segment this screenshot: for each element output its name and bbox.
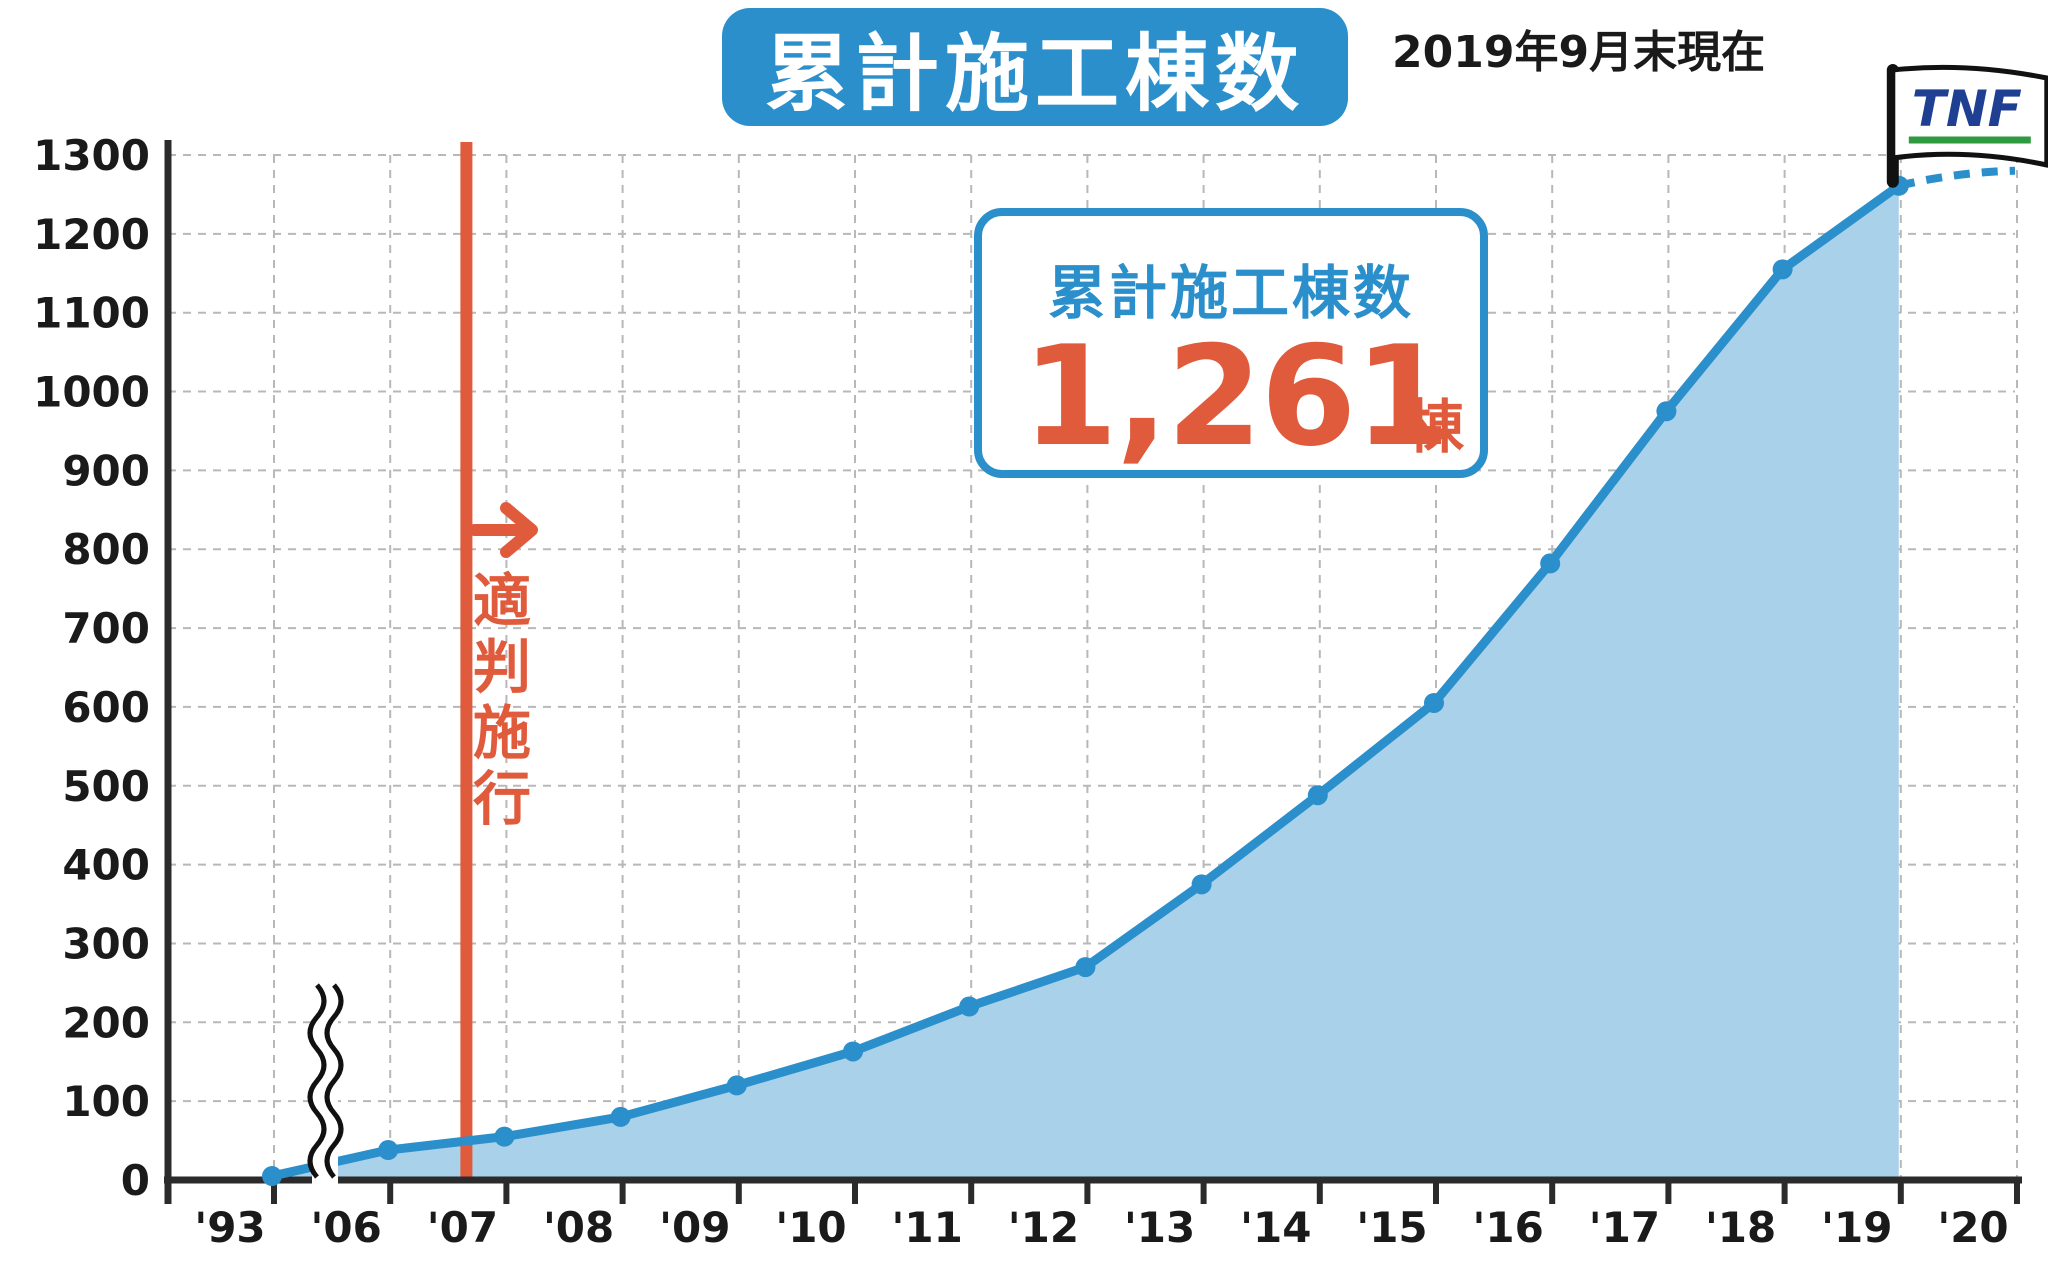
law-label-char: 判 [472, 633, 531, 701]
y-tick-label: 1200 [33, 210, 150, 259]
law-label-char: 施 [472, 699, 531, 767]
y-tick-label: 400 [62, 841, 150, 890]
x-tick-label: '15 [1356, 1203, 1427, 1252]
law-enforcement-label: 適 判 施 行 [470, 568, 534, 832]
x-tick-label: '17 [1589, 1203, 1660, 1252]
data-point [726, 1075, 747, 1096]
callout-value: 1,261 [1022, 316, 1451, 477]
right-arrow-icon [470, 502, 538, 558]
y-tick-label: 900 [62, 446, 150, 495]
law-label-char: 行 [472, 765, 531, 833]
x-tick-label: '14 [1240, 1203, 1311, 1252]
data-point [1772, 259, 1793, 280]
title-banner: 累計施工棟数 [722, 8, 1348, 126]
x-tick-label: '10 [775, 1203, 846, 1252]
logo-text: TNF [1912, 80, 2022, 138]
data-point [262, 1166, 282, 1187]
x-tick-label: '07 [427, 1203, 498, 1252]
x-tick-label: '93 [194, 1203, 265, 1252]
x-tick-label: '19 [1821, 1203, 1892, 1252]
x-tick-label: '09 [659, 1203, 730, 1252]
y-tick-label: 1000 [33, 368, 150, 417]
axis-break-icon [307, 983, 327, 1179]
y-tick-label: 1100 [33, 289, 150, 338]
x-tick-label: '13 [1124, 1203, 1195, 1252]
data-point [1307, 785, 1328, 806]
chart-title: 累計施工棟数 [764, 24, 1305, 123]
data-point [959, 996, 980, 1017]
data-point [1075, 957, 1096, 978]
y-tick-label: 200 [62, 998, 150, 1047]
callout-unit: 棟 [1406, 393, 1465, 461]
y-tick-label: 100 [62, 1077, 150, 1126]
law-label-char: 適 [472, 567, 531, 635]
x-tick-label: '20 [1937, 1203, 2008, 1252]
data-point [610, 1106, 631, 1127]
callout-title: 累計施工棟数 [1047, 259, 1414, 327]
data-point [1540, 553, 1561, 574]
x-tick-label: '16 [1473, 1203, 1544, 1252]
projection-line [1897, 166, 2016, 190]
y-tick-label: 500 [62, 762, 150, 811]
x-tick-label: '12 [1008, 1203, 1079, 1252]
data-point [1656, 401, 1677, 422]
total-callout-box: 累計施工棟数 1,261 棟 [974, 208, 1488, 478]
y-tick-label: 600 [62, 683, 150, 732]
y-tick-label: 300 [62, 919, 150, 968]
data-point [1191, 874, 1212, 895]
data-point [843, 1041, 863, 1062]
y-tick-label: 700 [62, 604, 150, 653]
y-tick-label: 0 [121, 1156, 150, 1205]
y-tick-label: 800 [62, 525, 150, 574]
data-point [1424, 692, 1444, 713]
as-of-date: 2019年9月末現在 [1392, 27, 1766, 78]
x-tick-label: '11 [892, 1203, 963, 1252]
x-tick-label: '08 [543, 1203, 614, 1252]
data-point [494, 1126, 515, 1147]
axis-break-icon [324, 983, 344, 1179]
cumulative-area [272, 185, 1899, 1180]
y-tick-label: 1300 [33, 131, 150, 180]
data-point [378, 1140, 399, 1161]
x-tick-label: '06 [311, 1203, 382, 1252]
x-tick-label: '18 [1705, 1203, 1776, 1252]
